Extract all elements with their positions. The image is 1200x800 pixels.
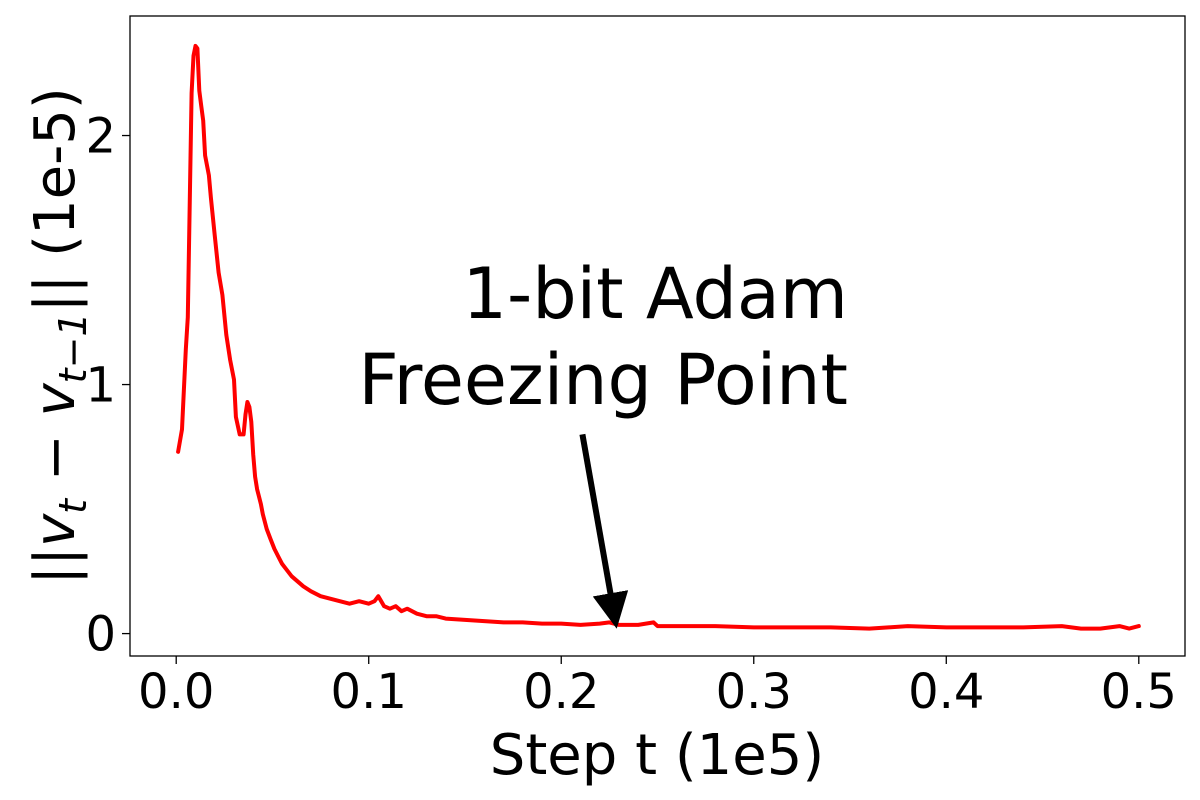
x-tick-label: 0.0	[138, 664, 214, 720]
y-label-norm-left: ||	[23, 547, 88, 585]
y-label-unit: (1e-5)	[23, 87, 88, 274]
y-label-sub2: t−1	[51, 312, 95, 383]
y-axis-label: ||vt − vt−1|| (1e-5)	[23, 87, 95, 585]
y-axis-ticks: 0 1 2	[85, 109, 130, 663]
annotation-line-2: Freezing Point	[358, 339, 848, 421]
y-label-v1: v	[23, 513, 88, 547]
y-label-norm-right: ||	[23, 275, 88, 313]
y-tick-label: 2	[85, 109, 116, 165]
y-label-sub1: t	[51, 497, 95, 514]
annotation-line-1: 1-bit Adam	[462, 253, 848, 335]
series-line	[176, 43, 1141, 631]
y-tick-label: 0	[85, 607, 116, 663]
x-tick-label: 0.1	[331, 664, 407, 720]
x-tick-label: 0.2	[523, 664, 599, 720]
annotation-arrow	[579, 433, 629, 629]
y-tick-label: 1	[85, 358, 116, 414]
y-label-minus: −	[23, 416, 88, 499]
x-tick-label: 0.4	[908, 664, 984, 720]
annotation: 1-bit Adam Freezing Point	[358, 253, 848, 629]
x-tick-label: 0.5	[1101, 664, 1177, 720]
y-label-v2: v	[23, 382, 88, 416]
plot-frame	[129, 15, 1186, 657]
plot-area	[129, 15, 1186, 657]
x-tick-label: 0.3	[716, 664, 792, 720]
x-axis-label: Step t (1e5)	[490, 723, 824, 788]
x-axis-ticks: 0.0 0.1 0.2 0.3 0.4 0.5	[138, 656, 1177, 720]
